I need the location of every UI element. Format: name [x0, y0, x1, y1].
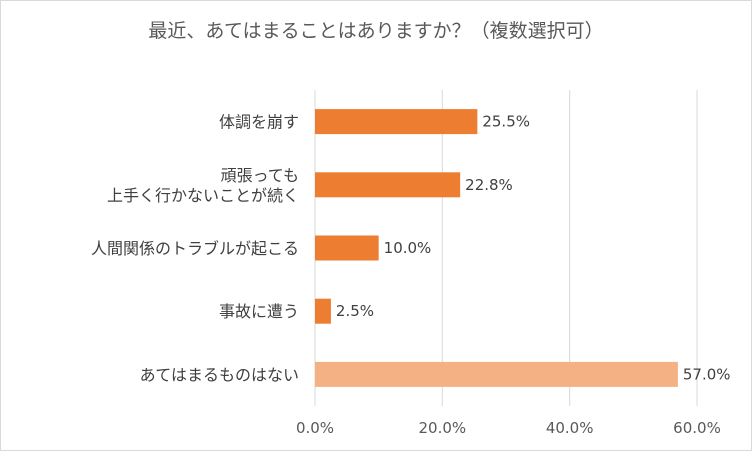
bar: [315, 298, 331, 324]
bar: [315, 109, 478, 135]
data-label: 25.5%: [482, 113, 530, 131]
category-label: 人間関係のトラブルが起こる: [91, 239, 299, 258]
category-label: 体調を崩す: [219, 113, 299, 132]
bar: [315, 235, 379, 261]
x-tick-label: 0.0%: [296, 419, 334, 437]
category-label: 事故に遭う: [219, 302, 299, 321]
data-label: 57.0%: [683, 365, 731, 383]
x-tick-label: 20.0%: [419, 419, 467, 437]
bar: [315, 172, 461, 198]
data-label: 2.5%: [336, 302, 374, 320]
data-label: 22.8%: [465, 176, 513, 194]
bar: [315, 361, 678, 387]
chart-title: 最近、あてはまることはありますか？（複数選択可）: [148, 20, 604, 42]
data-label: 10.0%: [384, 239, 432, 257]
category-label: あてはまるものはない: [140, 365, 299, 384]
x-tick-label: 60.0%: [673, 419, 721, 437]
category-label: 上手く行かないことが続く: [107, 186, 299, 205]
category-label: 頑張っても: [221, 166, 299, 185]
x-tick-label: 40.0%: [546, 419, 594, 437]
